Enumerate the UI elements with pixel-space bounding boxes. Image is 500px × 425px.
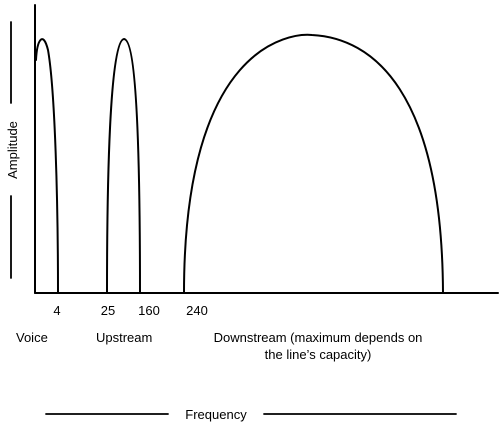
frequency-label: Frequency [185,407,247,422]
amplitude-label: Amplitude [5,121,20,179]
tick-label-4: 4 [53,303,60,318]
tick-label-25: 25 [101,303,115,318]
downstream-band-curve [183,33,444,294]
voice-band-label: Voice [16,330,48,345]
downstream-band-label-line2: the line’s capacity) [265,347,372,362]
downstream-band-label-line1: Downstream (maximum depends on [214,330,423,345]
tick-label-160: 160 [138,303,160,318]
upstream-band-label: Upstream [96,330,152,345]
tick-label-240: 240 [186,303,208,318]
upstream-band-curve [106,38,141,294]
voice-band-curve [35,38,59,294]
